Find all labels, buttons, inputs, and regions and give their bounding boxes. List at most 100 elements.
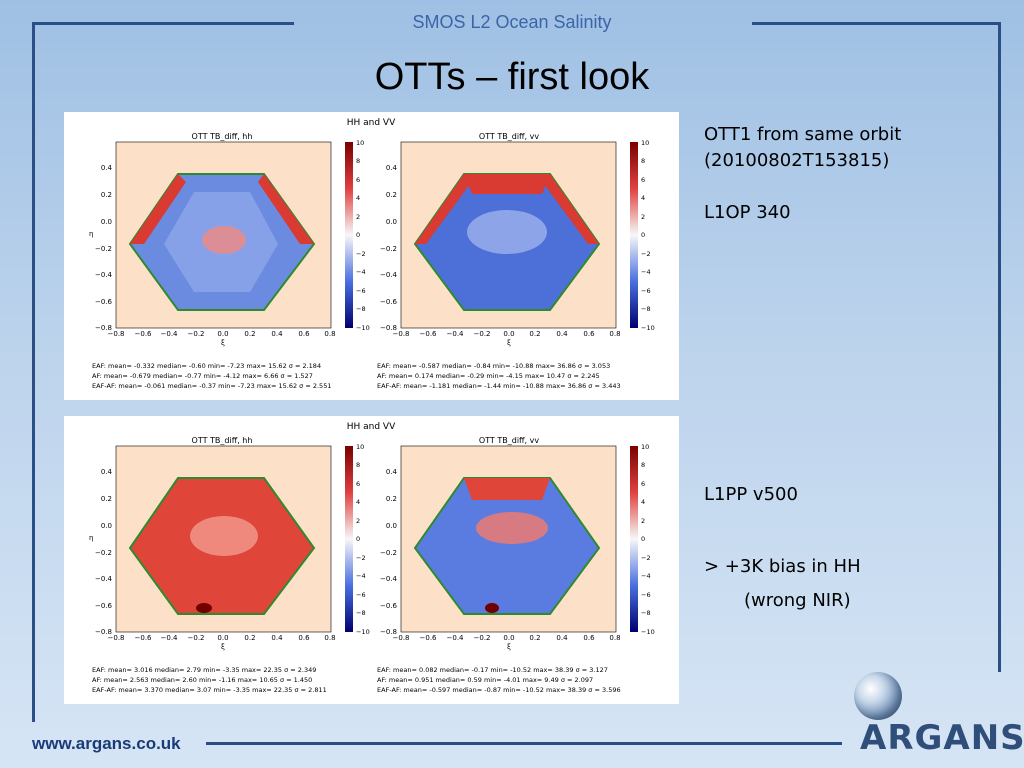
- cbar-tick: −10: [641, 628, 655, 636]
- cbar-tick: 0: [641, 231, 645, 239]
- left-cbar-ticks: 10 8 6 4 2 0 −2 −4 −6 −8 −10: [356, 139, 370, 332]
- cbar-tick: 6: [641, 480, 645, 488]
- xtick: 0.0: [503, 634, 514, 642]
- stats-left-line: AF: mean= -0.679 median= -0.77 min= -4.1…: [92, 372, 313, 380]
- xtick: 0.8: [324, 634, 335, 642]
- cbar-tick: 10: [641, 139, 649, 147]
- cbar-tick: −8: [641, 305, 651, 313]
- stats-right-line: EAF: mean= -0.587 median= -0.84 min= -10…: [377, 362, 610, 370]
- right-hexagon-warm-top: [464, 478, 550, 500]
- ytick: −0.4: [380, 575, 398, 583]
- ytick: −0.8: [380, 324, 397, 332]
- stats-left-line: AF: mean= 2.563 median= 2.60 min= -1.16 …: [92, 676, 312, 684]
- right-hexagon-warm-edge-right: [544, 174, 599, 244]
- xtick: −0.4: [447, 330, 465, 338]
- left-y-ticks: 0.4 0.2 0.0 −0.2 −0.4 −0.6 −0.8: [95, 468, 113, 636]
- ytick: 0.4: [101, 164, 113, 172]
- cbar-tick: 0: [641, 535, 645, 543]
- figure-bottom-svg: HH and VV OTT TB_diff, hh 0.4 0.2 0.0 −0…: [89, 422, 655, 694]
- xtick: 0.6: [583, 330, 595, 338]
- xtick: 0.8: [609, 330, 620, 338]
- ytick: −0.2: [95, 245, 112, 253]
- cbar-tick: −2: [641, 250, 651, 258]
- argans-logo: ARGANS: [860, 718, 1024, 758]
- ytick: −0.8: [380, 628, 397, 636]
- xtick: 0.2: [244, 634, 255, 642]
- ytick: −0.6: [380, 602, 398, 610]
- frame-right: [998, 22, 1001, 672]
- cbar-tick: 10: [641, 443, 649, 451]
- cbar-tick: −10: [356, 324, 370, 332]
- xtick: −0.2: [474, 634, 491, 642]
- cbar-tick: −4: [356, 268, 366, 276]
- footer-url-link[interactable]: www.argans.co.uk: [32, 734, 181, 753]
- left-colorbar: [345, 142, 353, 328]
- cbar-tick: −8: [356, 609, 366, 617]
- ytick: −0.8: [95, 324, 112, 332]
- cbar-tick: −8: [356, 305, 366, 313]
- xtick: 0.0: [217, 330, 228, 338]
- xtick: 0.4: [271, 634, 283, 642]
- stats-right-line: AF: mean= 0.951 median= 0.59 min= -4.01 …: [377, 676, 593, 684]
- right-hexagon-dark-spot: [485, 603, 499, 613]
- xtick: 0.0: [503, 330, 514, 338]
- cbar-tick: 0: [356, 231, 360, 239]
- cbar-tick: −2: [356, 554, 366, 562]
- xtick: 0.0: [217, 634, 228, 642]
- left-hexagon-light-patch: [190, 516, 258, 556]
- ytick: 0.0: [386, 218, 397, 226]
- xtick: 0.6: [298, 634, 310, 642]
- ytick: 0.0: [101, 522, 112, 530]
- ytick: −0.6: [380, 298, 398, 306]
- cbar-tick: 8: [641, 157, 645, 165]
- cbar-tick: 4: [356, 498, 360, 506]
- frame-top-left: [32, 22, 294, 25]
- cbar-tick: −8: [641, 609, 651, 617]
- xtick: 0.4: [271, 330, 283, 338]
- right-cbar-ticks: 10 8 6 4 2 0 −2 −4 −6 −8 −10: [641, 139, 655, 332]
- right-cbar-ticks: 10 8 6 4 2 0 −2 −4 −6 −8 −10: [641, 443, 655, 636]
- xtick: −0.2: [188, 634, 205, 642]
- ytick: −0.6: [95, 602, 113, 610]
- xtick: −0.8: [393, 634, 410, 642]
- cbar-tick: 8: [356, 461, 360, 469]
- xtick: −0.8: [108, 330, 125, 338]
- left-ylabel: η: [89, 534, 93, 542]
- left-hexagon-warm-spot: [202, 226, 246, 254]
- cbar-tick: −2: [356, 250, 366, 258]
- frame-left: [32, 22, 35, 722]
- xtick: 0.8: [609, 634, 620, 642]
- left-xlabel: ξ: [221, 339, 225, 347]
- left-ylabel: η: [89, 230, 93, 238]
- cbar-tick: −4: [356, 572, 366, 580]
- ytick: 0.2: [101, 495, 112, 503]
- xtick: −0.6: [135, 634, 153, 642]
- cbar-tick: 6: [356, 176, 360, 184]
- cbar-tick: 10: [356, 139, 364, 147]
- ytick: 0.4: [101, 468, 113, 476]
- frame-bottom: [206, 742, 842, 745]
- ytick: 0.2: [101, 191, 112, 199]
- ytick: −0.4: [95, 575, 113, 583]
- note-line: [704, 508, 861, 546]
- ytick: −0.6: [95, 298, 113, 306]
- left-hexagon-warm-edge-right: [258, 174, 314, 244]
- ytick: −0.2: [380, 245, 397, 253]
- ytick: 0.0: [386, 522, 397, 530]
- left-x-ticks: −0.8 −0.6 −0.4 −0.2 0.0 0.2 0.4 0.6 0.8: [108, 330, 336, 338]
- left-hexagon-warm-edge-left: [130, 174, 186, 244]
- stats-right-line: AF: mean= 0.174 median= -0.29 min= -4.15…: [377, 372, 600, 380]
- cbar-tick: 4: [641, 194, 645, 202]
- right-y-ticks: 0.4 0.2 0.0 −0.2 −0.4 −0.6 −0.8: [380, 468, 398, 636]
- cbar-tick: −6: [356, 591, 366, 599]
- globe-logo-icon: [854, 672, 902, 720]
- cbar-tick: 6: [356, 480, 360, 488]
- stats-right-line: EAF-AF: mean= -1.181 median= -1.44 min= …: [377, 382, 621, 390]
- right-colorbar: [630, 446, 638, 632]
- notes-bottom: L1PP v500 > +3K bias in HH (wrong NIR): [704, 482, 861, 614]
- ytick: 0.4: [386, 468, 398, 476]
- left-subplot-title: OTT TB_diff, hh: [192, 132, 253, 141]
- stats-block: EAF: mean= -0.332 median= -0.60 min= -7.…: [92, 362, 621, 390]
- ytick: 0.2: [386, 495, 397, 503]
- cbar-tick: 8: [356, 157, 360, 165]
